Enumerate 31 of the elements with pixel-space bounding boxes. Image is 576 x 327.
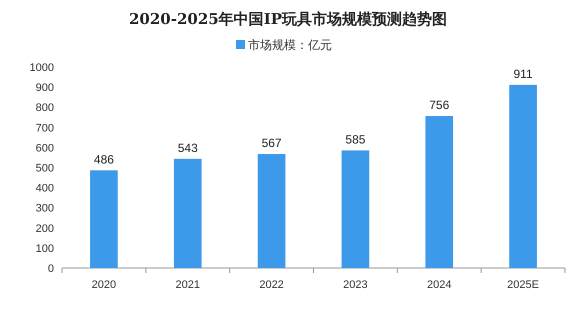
data-label: 911 bbox=[514, 66, 533, 81]
x-tick-label: 2024 bbox=[427, 279, 452, 291]
y-tick-label: 400 bbox=[36, 182, 54, 195]
y-tick-label: 800 bbox=[36, 102, 54, 114]
x-tick-label: 2025E bbox=[507, 279, 539, 291]
y-tick-label: 600 bbox=[36, 142, 54, 154]
bar bbox=[174, 158, 202, 268]
data-label: 585 bbox=[345, 132, 366, 146]
bar bbox=[509, 84, 537, 268]
bar bbox=[425, 116, 454, 268]
chart-title: 2020-2025年中国IP玩具市场规模预测趋势图 bbox=[128, 10, 448, 28]
y-tick-label: 500 bbox=[36, 162, 54, 174]
data-label: 486 bbox=[94, 152, 114, 166]
y-tick-label: 700 bbox=[36, 122, 54, 134]
y-tick-label: 100 bbox=[36, 242, 54, 255]
data-label: 567 bbox=[262, 136, 282, 150]
y-tick-label: 900 bbox=[36, 82, 54, 94]
x-tick-label: 2021 bbox=[176, 279, 200, 291]
x-tick-label: 2020 bbox=[92, 279, 116, 291]
y-tick-label: 300 bbox=[36, 202, 54, 215]
data-label: 543 bbox=[178, 140, 198, 155]
bar bbox=[342, 150, 370, 268]
y-tick-label: 200 bbox=[36, 222, 54, 235]
y-tick-label: 0 bbox=[48, 263, 54, 275]
x-tick-label: 2022 bbox=[259, 279, 284, 291]
y-tick-label: 1000 bbox=[30, 62, 54, 74]
legend-label: 市场规模：亿元 bbox=[248, 38, 332, 52]
bar bbox=[258, 154, 286, 268]
x-tick-label: 2023 bbox=[343, 279, 368, 291]
bar bbox=[90, 170, 118, 268]
data-label: 756 bbox=[429, 98, 450, 112]
